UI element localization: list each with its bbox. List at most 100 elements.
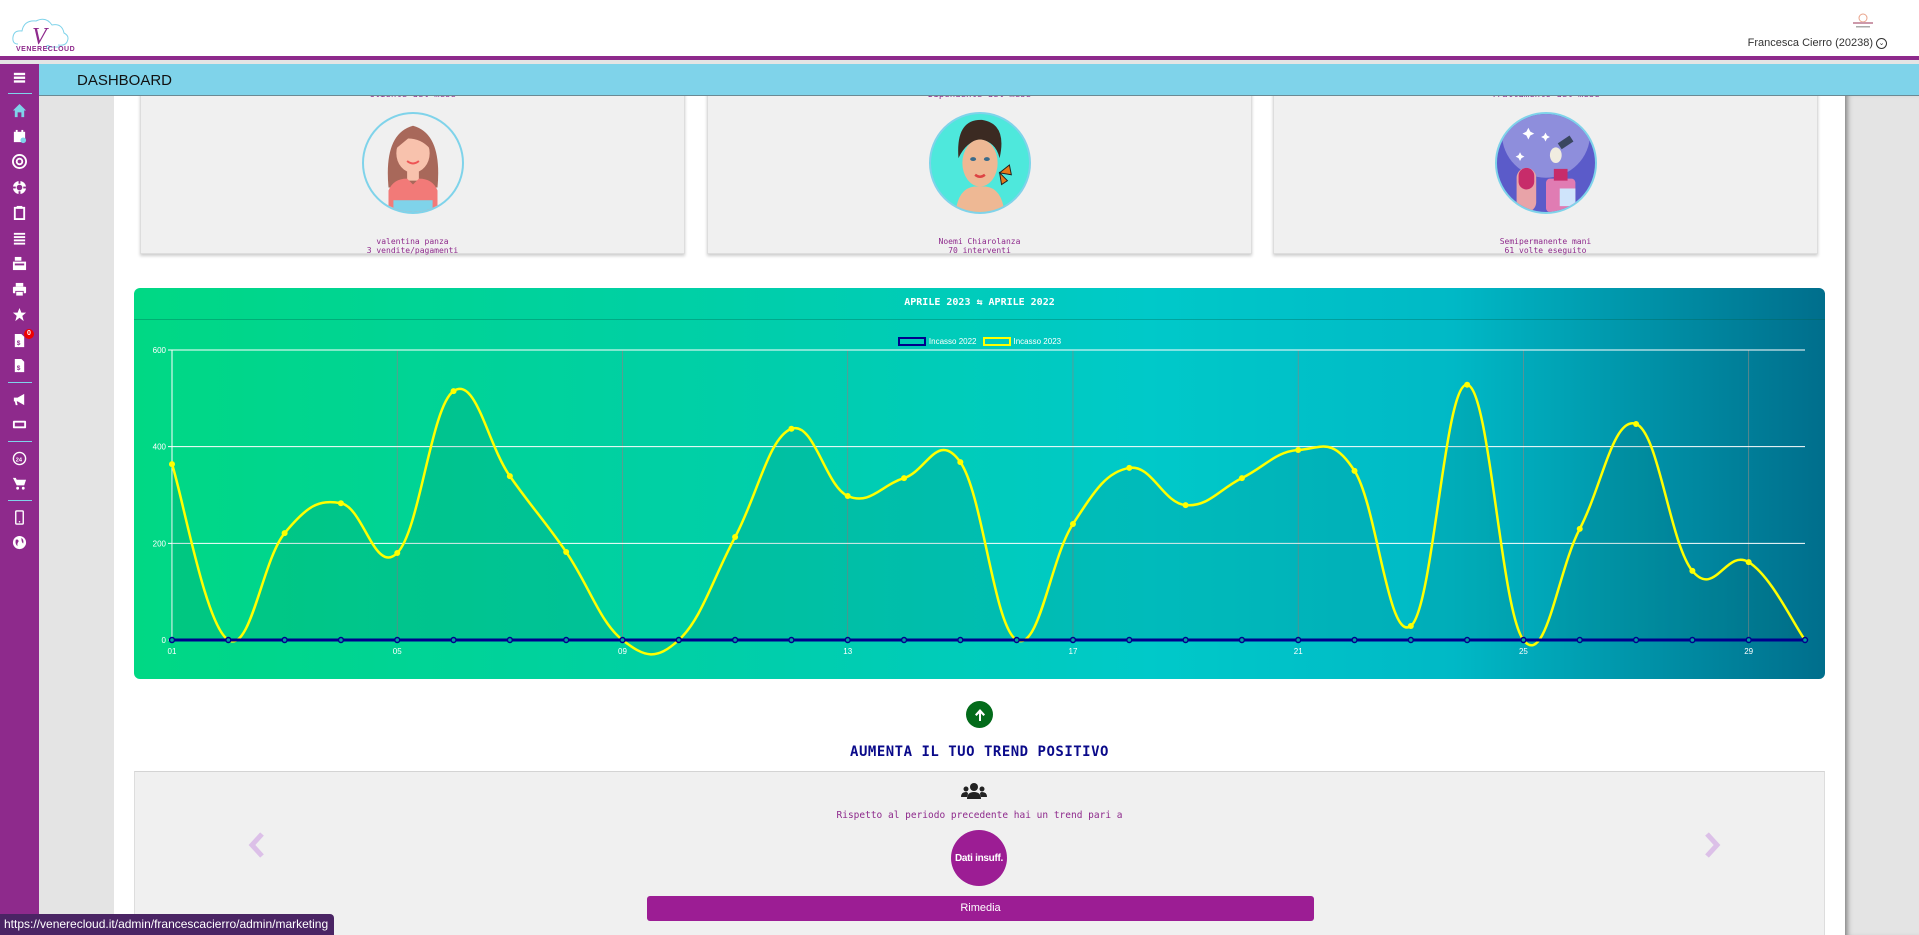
revenue-comparison-chart: APRILE 2023 ⇆ APRILE 2022 Incasso 2022 I…: [134, 288, 1825, 679]
cash-register-icon: [12, 257, 27, 271]
card-title: Trattamento del mese: [1274, 96, 1817, 100]
invoice-icon: $: [14, 359, 25, 372]
target-icon: [12, 154, 27, 170]
sidebar-item-invoices[interactable]: $ 0: [0, 328, 39, 354]
carousel-next-arrow[interactable]: [1699, 830, 1723, 860]
svg-text:09: 09: [618, 647, 627, 656]
legend-swatch-2023: [982, 337, 1011, 346]
chart-title: APRILE 2023 ⇆ APRILE 2022: [134, 288, 1825, 320]
print-icon: [12, 282, 27, 297]
sidebar-item-favorites[interactable]: [0, 302, 39, 328]
calendar-check-icon: [13, 129, 27, 143]
chart-plot: 01 05 09 13 17 21 25 29 0 200 400 600: [153, 346, 1809, 656]
legend-label-2023: Incasso 2023: [1013, 337, 1062, 346]
sidebar-item-marketing[interactable]: [0, 387, 39, 413]
sidebar-item-print[interactable]: [0, 277, 39, 303]
user-name-label: Francesca Cierro (20238): [1747, 37, 1873, 49]
svg-text:200: 200: [153, 539, 167, 548]
treatment-of-month-card: Trattamento del mese Semipermanente mani…: [1273, 96, 1818, 255]
svg-text:01: 01: [168, 647, 177, 656]
sidebar-item-mobile[interactable]: [0, 505, 39, 531]
sidebar-divider: [7, 440, 32, 442]
invoice-dollar-icon: $: [14, 333, 25, 347]
page-header: DASHBOARD: [39, 64, 1919, 96]
sidebar-item-support[interactable]: [0, 175, 39, 201]
treatment-detail: 61 volte eseguito: [1504, 246, 1587, 255]
trend-title: AUMENTA IL TUO TREND POSITIVO: [850, 744, 1109, 760]
legend-label-2022: Incasso 2022: [928, 337, 977, 346]
sidebar-item-target[interactable]: [0, 149, 39, 175]
sidebar-divider: [7, 93, 32, 94]
svg-text:24: 24: [16, 457, 23, 463]
sidebar: $ 0 $ 24: [0, 64, 39, 935]
svg-text:13: 13: [843, 647, 852, 656]
sidebar-item-booking-24h[interactable]: 24: [0, 446, 39, 472]
mobile-icon: [15, 509, 24, 525]
carousel-prev-arrow[interactable]: [246, 830, 270, 860]
treatment-name: Semipermanente mani: [1499, 237, 1592, 246]
ticket-icon: [12, 421, 27, 429]
chevron-circle-down-icon: ⌄: [1876, 37, 1887, 49]
trend-carousel: Rispetto al periodo precedente hai un tr…: [134, 771, 1825, 935]
svg-text:$: $: [17, 365, 21, 372]
trend-up-icon: [966, 701, 993, 728]
client-avatar: [361, 112, 464, 214]
top-bar: V VENERECLOUD Francesca Cierro (20238) ⌄: [0, 0, 1919, 60]
sidebar-item-calendar[interactable]: [0, 124, 39, 150]
globe-icon: [12, 536, 27, 550]
svg-text:17: 17: [1069, 647, 1078, 656]
life-ring-icon: [12, 180, 27, 194]
user-brand-logo: [1853, 13, 1873, 28]
svg-text:$: $: [17, 340, 21, 347]
sidebar-item-list[interactable]: [0, 226, 39, 252]
invoices-badge: 0: [24, 328, 34, 339]
page-title: DASHBOARD: [77, 72, 173, 89]
employee-of-month-card: Dipendente del mese Noemi Chiarolanza 70…: [707, 96, 1252, 255]
sidebar-item-cash-register[interactable]: [0, 251, 39, 277]
sidebar-item-documents[interactable]: $: [0, 353, 39, 379]
logo-text: VENERECLOUD: [16, 46, 76, 53]
svg-text:400: 400: [153, 443, 167, 452]
svg-text:0: 0: [162, 636, 167, 645]
dashboard-content: Cliente del mese valentina panza 3 vendi…: [114, 96, 1845, 935]
sidebar-item-clipboard[interactable]: [0, 200, 39, 226]
users-icon: [961, 783, 987, 799]
svg-text:21: 21: [1294, 647, 1303, 656]
venerecloud-logo[interactable]: V: [10, 14, 70, 56]
megaphone-icon: [13, 393, 25, 405]
right-gutter: [1845, 96, 1919, 935]
svg-text:600: 600: [153, 346, 167, 355]
sidebar-item-tickets[interactable]: [0, 412, 39, 438]
legend-swatch-2022: [897, 337, 926, 346]
legend-item-2022[interactable]: Incasso 2022: [897, 337, 977, 346]
user-menu[interactable]: Francesca Cierro (20238) ⌄: [1748, 37, 1887, 49]
chart-legend: Incasso 2022 Incasso 2023: [134, 337, 1825, 346]
trend-value-badge: Dati insuff.: [951, 830, 1007, 886]
legend-item-2023[interactable]: Incasso 2023: [982, 337, 1062, 346]
sidebar-item-web[interactable]: [0, 530, 39, 556]
svg-text:29: 29: [1744, 647, 1753, 656]
status-bar-url: https://venerecloud.it/admin/francescaci…: [0, 914, 335, 935]
trend-description: Rispetto al periodo precedente hai un tr…: [836, 810, 1123, 821]
card-title: Dipendente del mese: [708, 96, 1251, 100]
employee-detail: 70 interventi: [948, 246, 1011, 255]
svg-text:05: 05: [393, 647, 402, 656]
card-title: Cliente del mese: [141, 96, 684, 100]
home-icon: [12, 104, 27, 118]
sidebar-item-shop[interactable]: [0, 471, 39, 497]
sidebar-item-home[interactable]: [0, 98, 39, 124]
client-detail: 3 vendite/pagamenti: [366, 246, 459, 255]
sidebar-menu-toggle[interactable]: [0, 64, 39, 90]
star-icon: [12, 308, 27, 322]
svg-text:V: V: [32, 24, 49, 50]
client-name: valentina panza: [376, 237, 449, 246]
employee-avatar: [928, 112, 1031, 214]
svg-text:25: 25: [1519, 647, 1528, 656]
hamburger-icon: [13, 72, 26, 83]
clipboard-icon: [13, 206, 26, 221]
cart-icon: [12, 478, 27, 490]
list-icon: [13, 232, 26, 245]
sidebar-divider: [7, 381, 32, 383]
sidebar-divider: [7, 499, 32, 501]
rimedia-button[interactable]: Rimedia: [647, 896, 1314, 921]
